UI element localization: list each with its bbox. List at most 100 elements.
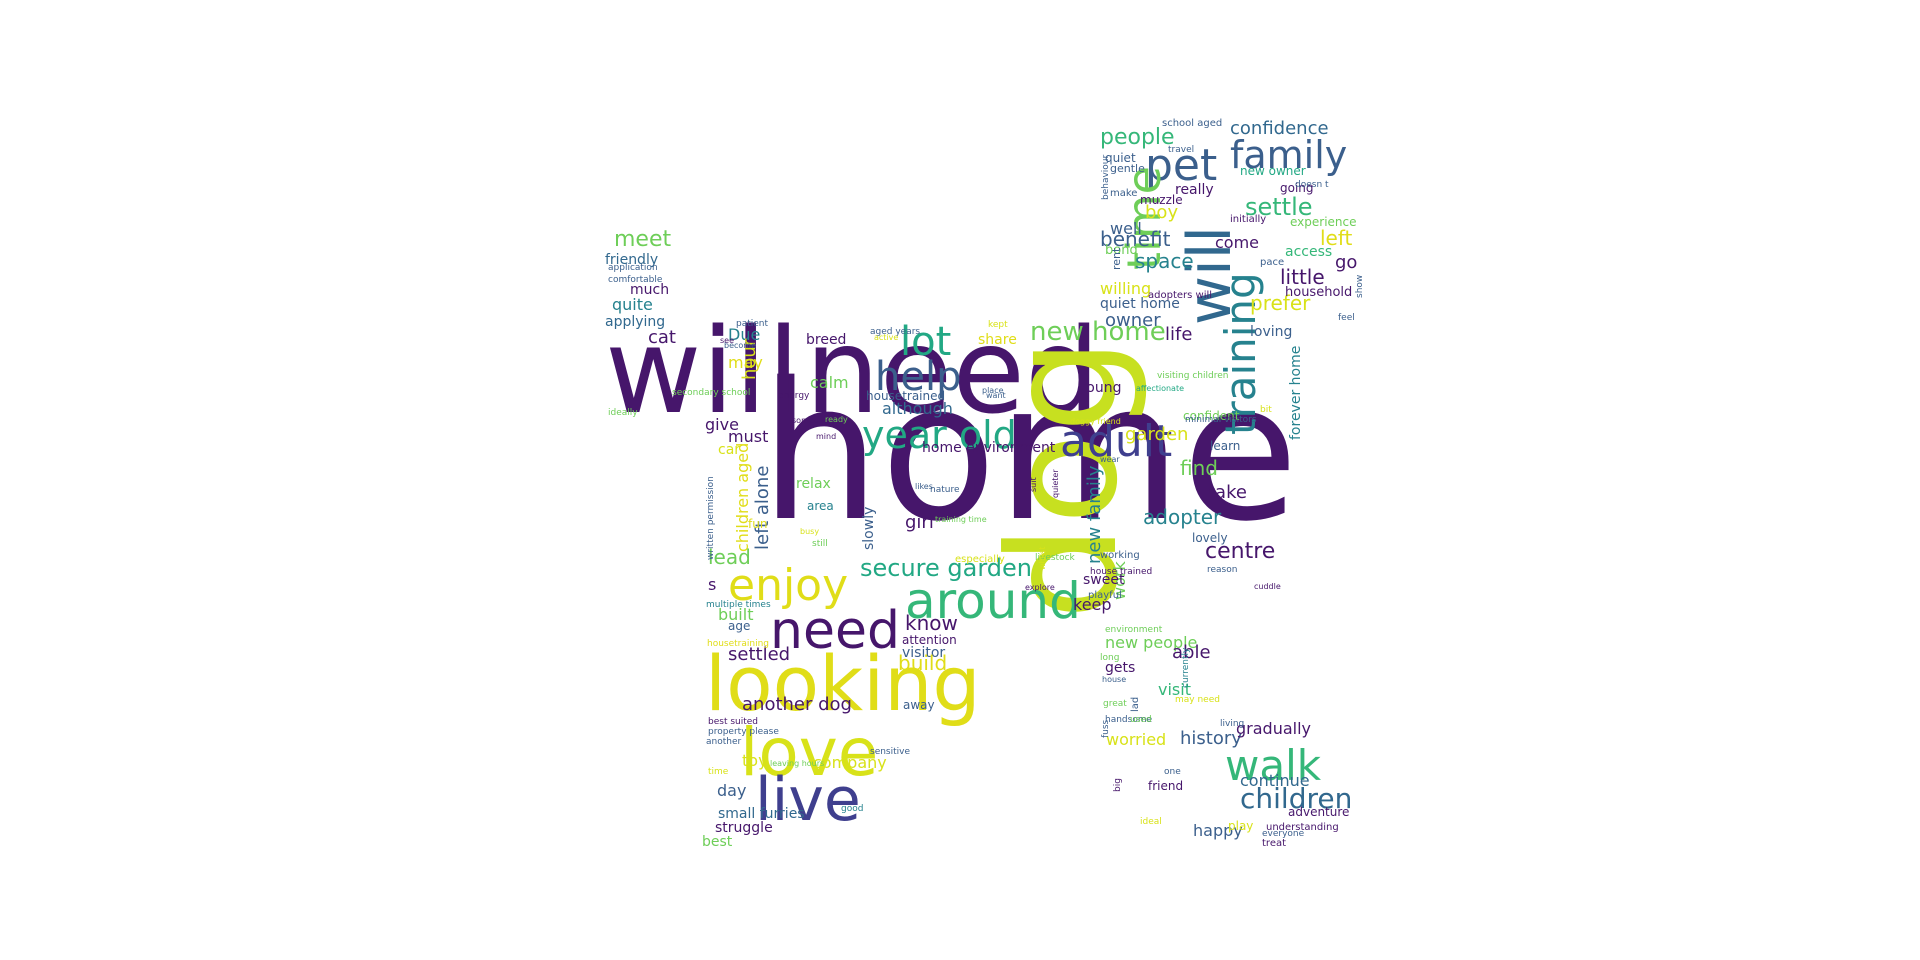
cloud-word-left: left — [1320, 226, 1353, 250]
cloud-word-patient: patient — [736, 319, 768, 329]
cloud-word-girl: girl — [905, 512, 934, 533]
cloud-word-another: another — [706, 737, 741, 747]
cloud-word-initially: initially — [1230, 214, 1266, 225]
cloud-word-well: well — [1110, 219, 1142, 238]
cloud-word-comfortable: comfortable — [608, 275, 663, 285]
cloud-word-school-aged: school aged — [1162, 118, 1222, 129]
cloud-word-training: training — [1216, 272, 1265, 435]
cloud-word-secure-garden: secure garden — [860, 554, 1032, 582]
cloud-word-whilst: whilst — [1038, 547, 1047, 570]
cloud-word-home-environment: home environment — [922, 440, 1056, 456]
cloud-word-home: home — [760, 342, 1299, 563]
cloud-word-small-furries: small furries — [718, 806, 805, 822]
cloud-word-lead: lead — [708, 545, 751, 569]
cloud-word-worried: worried — [1106, 730, 1166, 749]
cloud-word-garden: garden — [1125, 424, 1188, 445]
cloud-word-energy: energy — [778, 391, 810, 401]
cloud-word-confidence: confidence — [1230, 118, 1329, 139]
cloud-word-away: away — [903, 698, 935, 712]
cloud-word-lot: lot — [900, 319, 951, 365]
cloud-word-show: show — [1355, 275, 1365, 298]
cloud-word-may-need: may need — [1175, 695, 1220, 705]
cloud-word-playful: playful — [1088, 590, 1122, 601]
cloud-word-muzzle: muzzle — [1140, 193, 1183, 207]
cloud-word-share: share — [978, 332, 1017, 348]
cloud-word-living: living — [1220, 719, 1244, 729]
cloud-word-love: love — [740, 714, 878, 791]
cloud-word-time: time — [1117, 166, 1171, 270]
cloud-word-good: good — [841, 804, 863, 814]
cloud-word-learn: learn — [1210, 439, 1240, 453]
cloud-word-continue: continue — [1240, 771, 1310, 790]
cloud-word-attention: attention — [902, 633, 957, 647]
cloud-word-wear: wear — [1100, 455, 1120, 464]
cloud-word-someone: someone — [792, 416, 829, 425]
cloud-word-enjoy: enjoy — [728, 560, 848, 611]
cloud-word-settle: settle — [1245, 193, 1313, 221]
cloud-word-friend: friend — [1148, 779, 1183, 793]
cloud-word-left-alone: left alone — [752, 466, 773, 550]
cloud-word-able: able — [1172, 642, 1211, 663]
cloud-word-come: come — [1215, 233, 1259, 252]
cloud-word-space: space — [1135, 249, 1194, 273]
cloud-word-find: find — [1180, 456, 1218, 480]
cloud-word-reason: reason — [1207, 565, 1237, 575]
cloud-word-sweet: sweet — [1083, 572, 1125, 588]
cloud-word-make: make — [1110, 188, 1137, 199]
cloud-word-aged-years: aged years — [870, 327, 920, 337]
cloud-word-children: children — [1240, 782, 1352, 815]
cloud-word-applying: applying — [605, 314, 665, 330]
cloud-word-behaviour: behaviour — [1101, 154, 1111, 200]
cloud-word-best-suited: best suited — [708, 717, 758, 727]
cloud-word-used: used — [1130, 715, 1152, 725]
cloud-word-fun: fun — [748, 517, 767, 531]
cloud-word-history: history — [1180, 728, 1242, 749]
cloud-word-long: long — [1100, 653, 1119, 663]
cloud-word-going: going — [1280, 181, 1314, 195]
cloud-word-housetraining: housetraining — [707, 639, 769, 649]
cloud-word-secondary-school: secondary school — [672, 388, 750, 398]
cloud-word-go: go — [1335, 252, 1357, 273]
cloud-word-bit: bit — [1260, 405, 1272, 415]
cloud-word-handsome: handsome — [1105, 715, 1153, 725]
cloud-word-happy: happy — [1193, 821, 1243, 840]
cloud-word-currently: currently — [1181, 647, 1191, 688]
cloud-word-car: car — [718, 442, 740, 458]
cloud-word-need: need — [770, 601, 900, 661]
cloud-word-explore: explore — [1025, 583, 1055, 592]
cloud-word-busy: busy — [800, 527, 819, 536]
cloud-word-friendly: friendly — [605, 252, 658, 268]
cloud-word-new-family: new family — [1084, 465, 1105, 564]
cloud-word-visitor: visitor — [902, 645, 945, 661]
cloud-word-adopter: adopter — [1143, 505, 1222, 529]
cloud-word-centre: centre — [1205, 539, 1275, 564]
cloud-word-help: help — [875, 354, 961, 400]
cloud-word-especially: especially — [955, 554, 1005, 565]
cloud-word-property-please: property please — [708, 727, 779, 737]
cloud-word-company: company — [813, 753, 887, 772]
cloud-word-cat: cat — [648, 327, 676, 348]
cloud-word-calm: calm — [810, 373, 849, 392]
cloud-word-loving: loving — [1250, 324, 1292, 340]
cloud-word-working: working — [1100, 550, 1140, 561]
cloud-word-new-people: new people — [1105, 633, 1197, 652]
cloud-word-looking: looking — [705, 639, 981, 728]
cloud-word-keep: keep — [1073, 595, 1112, 614]
cloud-word-settled: settled — [728, 644, 790, 665]
cloud-word-experience: experience — [1290, 215, 1357, 229]
cloud-word-house: house — [1102, 675, 1126, 684]
cloud-word-give: give — [705, 415, 739, 434]
cloud-word-travel: travel — [1168, 145, 1194, 155]
cloud-word-gradually: gradually — [1236, 719, 1311, 738]
cloud-word-live: live — [755, 765, 861, 835]
cloud-word-training-time: training time — [935, 515, 987, 524]
cloud-word-lovely: lovely — [1192, 531, 1228, 545]
cloud-word-still: still — [812, 539, 828, 549]
cloud-word-mind: mind — [816, 432, 836, 441]
cloud-word-area: area — [807, 499, 834, 513]
cloud-word-great: great — [1103, 699, 1127, 709]
cloud-word-treat: treat — [1262, 838, 1286, 849]
cloud-word-lad: lad — [1130, 697, 1141, 712]
cloud-word-adopters-will: adopters will — [1148, 290, 1212, 301]
cloud-word-meet: meet — [614, 227, 672, 252]
